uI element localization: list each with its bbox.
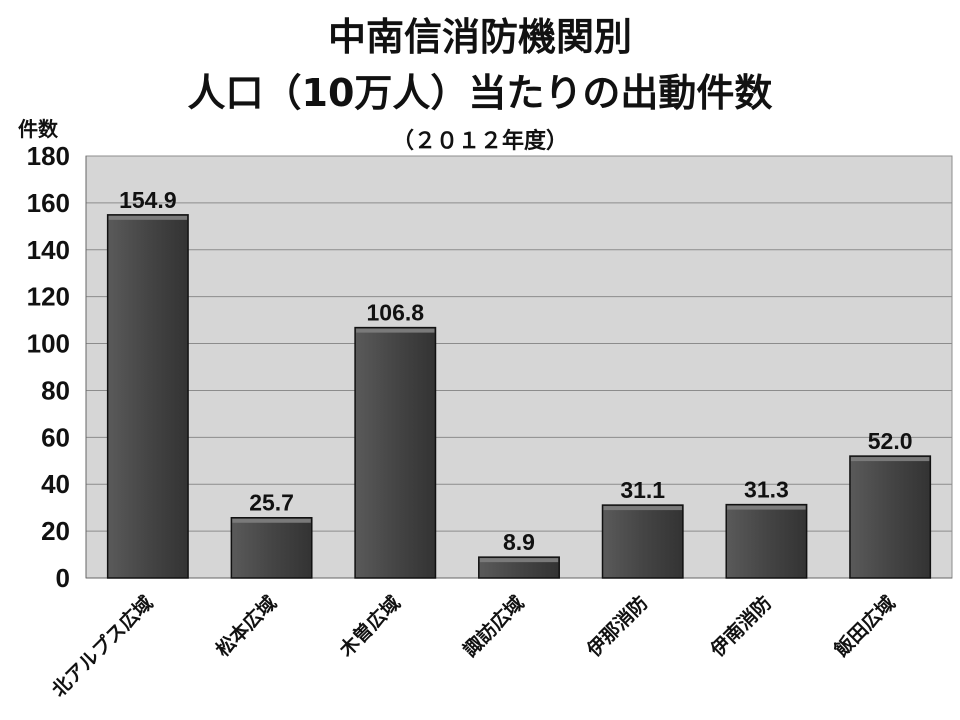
bar-highlight (232, 518, 311, 523)
plot-area (85, 155, 953, 579)
bars (106, 214, 932, 579)
bar-highlight (356, 328, 435, 333)
bar (725, 503, 808, 579)
data-label: 25.7 (249, 490, 294, 516)
data-label: 31.1 (620, 477, 665, 503)
y-tick-label: 40 (41, 469, 70, 499)
chart-subtitle: （２０１２年度） (392, 128, 568, 154)
y-tick-label: 0 (56, 563, 70, 593)
y-tick-label: 60 (41, 422, 70, 452)
bar (601, 504, 684, 579)
bar (230, 516, 313, 579)
y-axis-ticks: 0 20 40 60 80 100 120 140 160 180 (27, 141, 70, 593)
gridlines (85, 155, 952, 579)
chart-title-line-2: 人口（10万人）当たりの出動件数 (188, 71, 773, 115)
x-tick-label: 諏訪広域 (459, 591, 529, 661)
y-tick-label: 180 (27, 141, 70, 171)
x-tick-label: 木曽広域 (334, 591, 405, 662)
bar (478, 556, 560, 579)
y-tick-label: 80 (41, 375, 70, 405)
y-axis-label: 件数 (18, 117, 59, 141)
data-label: 31.3 (744, 477, 789, 503)
bar-highlight (108, 215, 188, 220)
bar-highlight (479, 558, 559, 563)
chart-title-line-1: 中南信消防機関別 (328, 15, 632, 59)
data-label: 8.9 (503, 529, 535, 555)
y-tick-label: 140 (27, 235, 70, 265)
bar-highlight (850, 457, 930, 462)
bar-highlight (603, 506, 682, 511)
data-label: 52.0 (868, 428, 913, 454)
x-tick-label: 伊南消防 (705, 591, 776, 662)
bar (354, 326, 437, 579)
data-label: 106.8 (367, 300, 425, 326)
data-labels: 154.9 25.7 106.8 8.9 31.1 31.3 52.0 (119, 187, 912, 555)
x-tick-label: 飯田広域 (829, 591, 900, 662)
y-tick-label: 100 (27, 329, 70, 359)
bar-highlight (727, 505, 806, 510)
x-tick-label: 伊那消防 (582, 591, 653, 662)
y-tick-label: 120 (27, 282, 70, 312)
y-tick-label: 160 (27, 188, 70, 218)
bar (849, 455, 932, 579)
x-tick-label: 北アルプス広域 (47, 591, 157, 701)
x-axis-ticks: 北アルプス広域 松本広域 木曽広域 諏訪広域 伊那消防 伊南消防 飯田広域 (47, 591, 899, 701)
x-tick-label: 松本広域 (211, 591, 281, 661)
data-label: 154.9 (119, 187, 177, 213)
bar (106, 214, 189, 579)
y-tick-label: 20 (41, 516, 70, 546)
